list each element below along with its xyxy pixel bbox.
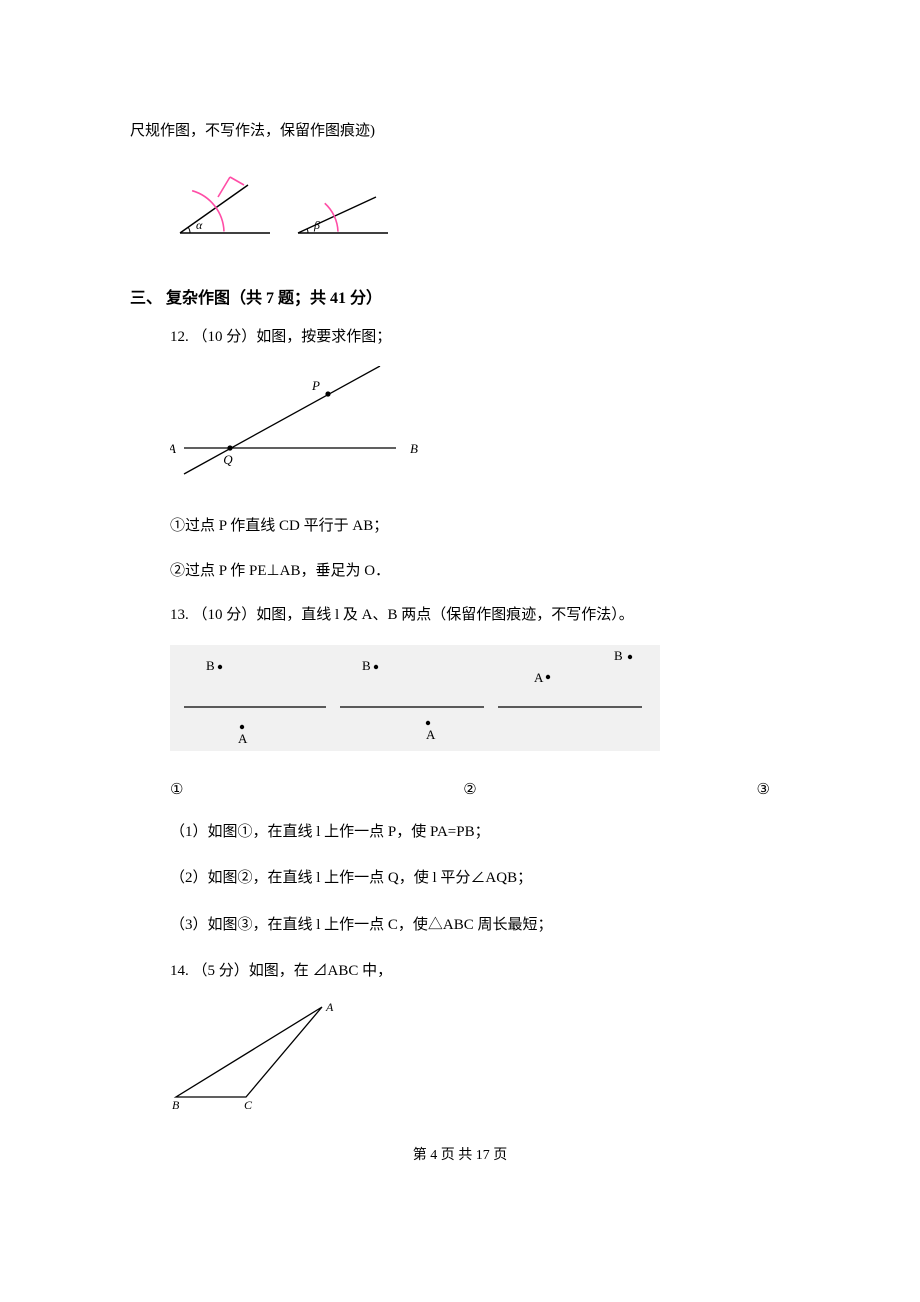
svg-text:A: A <box>426 727 436 742</box>
svg-text:Q: Q <box>223 452 233 467</box>
svg-text:α: α <box>196 218 203 232</box>
q13-text: 13. （10 分）如图，直线 l 及 A、B 两点（保留作图痕迹，不写作法）。 <box>130 604 790 627</box>
q12-sub2: ②过点 P 作 PE⊥AB，垂足为 O． <box>130 560 790 583</box>
svg-text:β: β <box>313 218 320 232</box>
figure-q12: A B Q P <box>170 366 790 491</box>
svg-text:A: A <box>170 441 176 456</box>
svg-text:B: B <box>410 441 418 456</box>
q13-circled-row: ① ② ③ <box>170 780 790 799</box>
svg-text:A: A <box>534 670 544 685</box>
section-3-heading: 三、 复杂作图（共 7 题；共 41 分） <box>130 284 790 308</box>
q13-sub1: （1）如图①，在直线 l 上作一点 P，使 PA=PB； <box>130 821 790 844</box>
svg-text:B: B <box>172 1098 180 1111</box>
svg-text:B: B <box>362 658 371 673</box>
figure-q13: B A B A B A <box>170 645 790 756</box>
q14-label: 14. （5 分）如图，在 ⊿ABC 中， <box>170 963 392 979</box>
q12-svg: A B Q P <box>170 366 420 486</box>
q13-sub3: （3）如图③，在直线 l 上作一点 C，使△ABC 周长最短； <box>130 914 790 937</box>
svg-text:A: A <box>325 1001 334 1014</box>
figure-angle-constructions: αβ <box>170 161 790 256</box>
svg-text:A: A <box>238 731 248 746</box>
svg-text:B: B <box>614 648 623 663</box>
q13-sub2: （2）如图②，在直线 l 上作一点 Q，使 l 平分∠AQB； <box>130 867 790 890</box>
page-footer: 第 4 页 共 17 页 <box>130 1144 790 1164</box>
svg-text:B: B <box>206 658 215 673</box>
circled-3: ③ <box>757 780 770 799</box>
figure-q14: B C A <box>170 1001 790 1116</box>
svg-text:C: C <box>244 1098 253 1111</box>
q12-text: 12. （10 分）如图，按要求作图； <box>130 326 790 349</box>
circled-2: ② <box>463 780 476 799</box>
q14-text: 14. （5 分）如图，在 ⊿ABC 中， <box>130 960 790 983</box>
page: 尺规作图，不写作法，保留作图痕迹) αβ 三、 复杂作图（共 7 题；共 41 … <box>0 0 920 1204</box>
svg-text:P: P <box>311 378 320 393</box>
q12-sub1: ①过点 P 作直线 CD 平行于 AB； <box>130 515 790 538</box>
angle-svg: αβ <box>170 161 400 251</box>
q13-sublist: （1）如图①，在直线 l 上作一点 P，使 PA=PB； （2）如图②，在直线 … <box>130 821 790 937</box>
circled-1: ① <box>170 780 183 799</box>
q14-svg: B C A <box>170 1001 340 1111</box>
q13-svg: B A B A B A <box>170 645 660 751</box>
top-note: 尺规作图，不写作法，保留作图痕迹) <box>130 120 790 143</box>
